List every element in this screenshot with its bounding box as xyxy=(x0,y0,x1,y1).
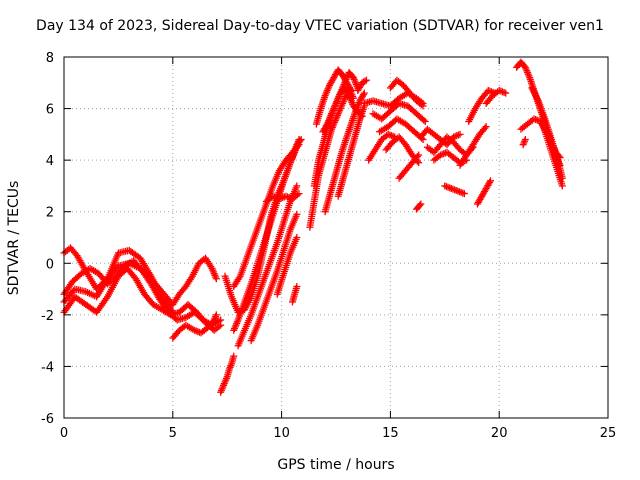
data-point xyxy=(217,321,225,329)
data-point xyxy=(294,142,302,150)
data-point xyxy=(295,141,303,149)
chart-title: Day 134 of 2023, Sidereal Day-to-day VTE… xyxy=(36,18,604,34)
data-point xyxy=(416,201,424,209)
data-point xyxy=(360,89,368,97)
data-point xyxy=(361,77,369,85)
data-point xyxy=(415,151,423,159)
data-point xyxy=(212,275,220,283)
data-point xyxy=(420,116,428,124)
data-point xyxy=(322,122,330,130)
data-point xyxy=(70,287,78,295)
data-point xyxy=(293,182,301,190)
data-point xyxy=(456,130,464,138)
data-point xyxy=(212,311,220,319)
data-point xyxy=(295,190,303,198)
data-point xyxy=(460,190,468,198)
grid-lines xyxy=(64,57,608,418)
data-point xyxy=(481,124,489,132)
data-point xyxy=(293,210,301,218)
data-point xyxy=(359,91,367,99)
data-point xyxy=(344,90,352,98)
data-point xyxy=(413,153,421,161)
data-point xyxy=(169,308,177,316)
data-point xyxy=(293,234,301,241)
data-point xyxy=(415,159,423,167)
data-point xyxy=(421,117,429,125)
data-point xyxy=(296,137,304,145)
data-point xyxy=(417,200,425,208)
data-point xyxy=(419,102,427,110)
data-point xyxy=(293,282,301,290)
data-points xyxy=(60,58,566,396)
data-point xyxy=(297,136,305,144)
data-point xyxy=(482,123,490,131)
data-point xyxy=(362,76,370,84)
data-point xyxy=(293,191,301,199)
data-point xyxy=(215,322,223,330)
data-point xyxy=(230,352,238,360)
data-point xyxy=(417,101,425,109)
